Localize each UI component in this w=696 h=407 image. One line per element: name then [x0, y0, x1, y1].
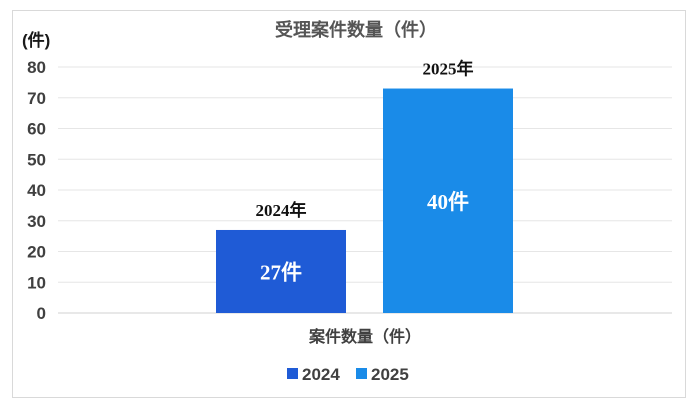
y-tick-label: 0: [37, 304, 46, 323]
bars: 2024年 27件 2025年 40件: [216, 59, 513, 314]
legend-label: 2024: [302, 365, 340, 384]
chart-title: 受理案件数量（件）: [275, 19, 437, 40]
bar-2025: [383, 88, 513, 314]
y-tick-label: 80: [27, 58, 46, 77]
grid-lines: [58, 66, 672, 314]
legend-swatch: [287, 368, 298, 379]
bar-2024: [216, 229, 346, 313]
x-axis-label: 案件数量（件）: [308, 327, 421, 346]
y-tick-label: 10: [27, 273, 46, 292]
chart-frame: [12, 10, 686, 398]
y-tick-label: 40: [27, 181, 46, 200]
bar-value-label: 40件: [427, 190, 469, 214]
y-tick-label: 20: [27, 243, 46, 262]
y-tick-label: 50: [27, 150, 46, 169]
y-tick-label: 60: [27, 120, 46, 139]
bar-top-label: 2025年: [423, 59, 474, 79]
y-tick-label: 30: [27, 212, 46, 231]
legend-swatch: [356, 368, 367, 379]
legend: 2024 2025: [287, 365, 409, 384]
y-unit-label: (件): [22, 30, 50, 50]
bar-top-label: 2024年: [256, 200, 307, 220]
y-tick-label: 70: [27, 89, 46, 108]
bar-value-label: 27件: [260, 260, 302, 284]
y-tick-labels: 0 10 20 30 40 50 60 70 80: [27, 58, 46, 323]
legend-label: 2025: [371, 365, 409, 384]
